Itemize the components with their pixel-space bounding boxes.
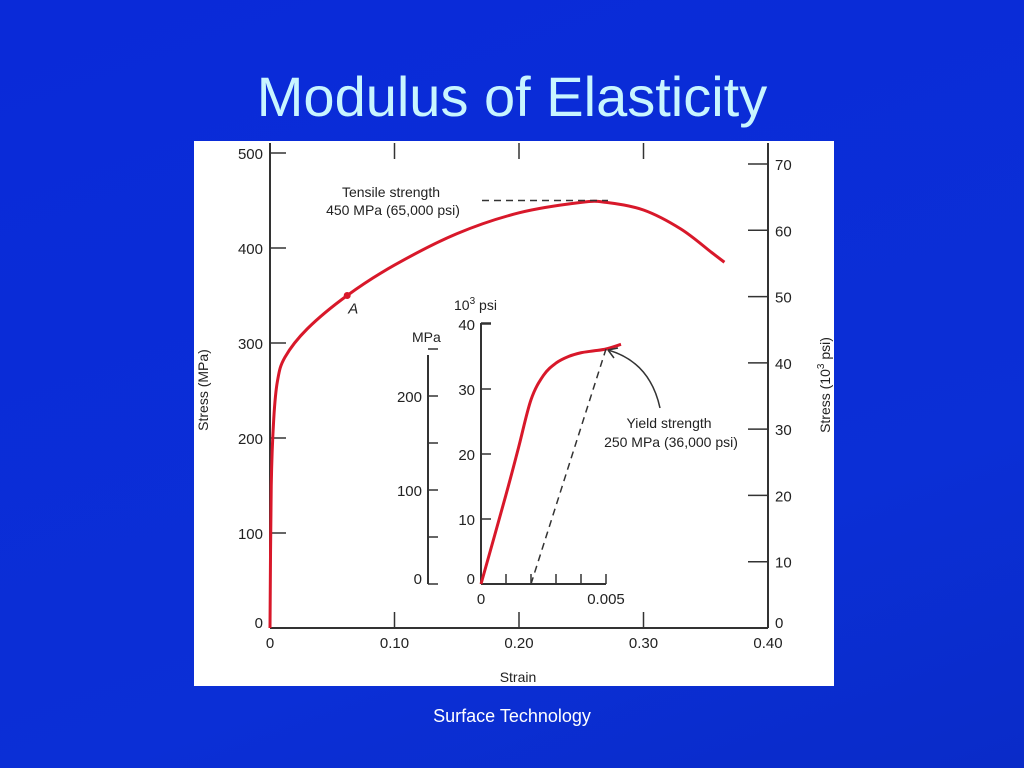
y-tick-label-left: 400 [238, 241, 263, 258]
offset-dashed-line [530, 348, 607, 585]
yield-annotation-line1: Yield strength [626, 415, 711, 431]
y-tick-label-right: 30 [775, 422, 792, 439]
slide-title: Modulus of Elasticity [256, 65, 768, 128]
y-tick-label-left: 200 [238, 431, 263, 448]
y-tick-label-right: 20 [775, 488, 792, 505]
x-tick-label: 0.30 [629, 635, 658, 652]
x-tick-label: 0.20 [504, 635, 533, 652]
inset-curve [479, 342, 622, 585]
inset-psi-tick-label: 40 [458, 317, 475, 334]
y-tick-label-left: 500 [238, 146, 263, 163]
inset-psi-tick-label: 30 [458, 382, 475, 399]
inset-x-tick-label: 0 [477, 591, 485, 608]
x-axis-label: Strain [500, 669, 537, 685]
inset-mpa-tick-label: 200 [397, 389, 422, 406]
point-a-marker [343, 292, 351, 299]
y-tick-label-right: 10 [775, 555, 792, 572]
x-tick-label: 0.10 [380, 635, 409, 652]
yield-arrowhead-icon [607, 347, 619, 359]
yield-arrow-line [607, 349, 661, 409]
y-tick-label-right: 40 [775, 356, 792, 373]
stress-strain-curve [268, 199, 726, 629]
inset-x-tick-label: 0.005 [587, 591, 625, 608]
y-tick-label-right: 60 [775, 223, 792, 240]
inset-psi-unit: 103 psi [454, 296, 497, 313]
inset-mpa-tick-label: 100 [397, 483, 422, 500]
tensile-annotation-line1: Tensile strength [342, 184, 440, 200]
inset-mpa-unit: MPa [412, 329, 441, 345]
y-tick-label-right: 50 [775, 290, 792, 307]
y-tick-label-left: 300 [238, 336, 263, 353]
tensile-annotation-line2: 450 MPa (65,000 psi) [326, 202, 460, 218]
y-axis-label-right: Stress (103 psi) [816, 337, 833, 433]
y-axis-label-left: Stress (MPa) [195, 349, 211, 431]
inset-psi-tick-label: 0 [467, 571, 475, 588]
slide-footer: Surface Technology [433, 706, 591, 726]
y-tick-label-left: 100 [238, 526, 263, 543]
inset-psi-tick-label: 20 [458, 447, 475, 464]
y-tick-label-left: 0 [255, 615, 263, 632]
yield-annotation-line2: 250 MPa (36,000 psi) [604, 434, 738, 450]
point-a-label: A [347, 301, 358, 318]
x-tick-label: 0.40 [753, 635, 782, 652]
y-tick-label-right: 0 [775, 615, 783, 632]
x-tick-label: 0 [266, 635, 274, 652]
inset-psi-tick-label: 10 [458, 512, 475, 529]
inset-mpa-tick-label: 0 [414, 571, 422, 588]
chart-panel [194, 141, 834, 686]
y-tick-label-right: 70 [775, 157, 792, 174]
